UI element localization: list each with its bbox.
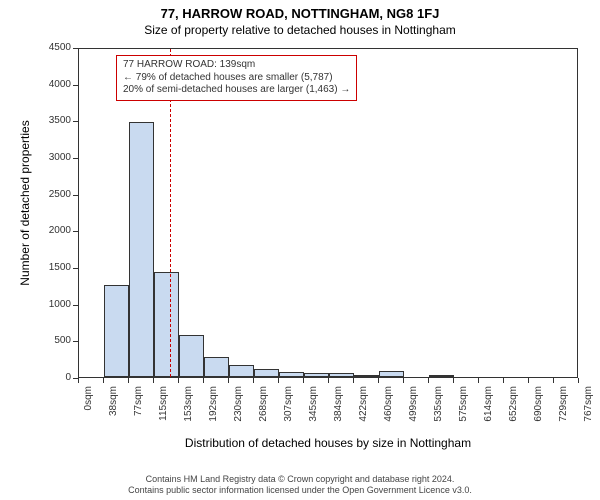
- x-tick-label: 192sqm: [208, 386, 219, 436]
- y-tick-label: 4500: [33, 42, 71, 53]
- footer-line: Contains HM Land Registry data © Crown c…: [0, 474, 600, 485]
- annotation-box: 77 HARROW ROAD: 139sqm← 79% of detached …: [116, 55, 357, 101]
- y-tick-label: 0: [33, 372, 71, 383]
- x-tick: [453, 378, 454, 383]
- y-tick-label: 4000: [33, 79, 71, 90]
- x-tick-label: 77sqm: [133, 386, 144, 436]
- x-tick: [78, 378, 79, 383]
- x-tick: [553, 378, 554, 383]
- footer-attribution: Contains HM Land Registry data © Crown c…: [0, 474, 600, 496]
- y-tick-label: 3000: [33, 152, 71, 163]
- chart-subtitle: Size of property relative to detached ho…: [0, 21, 600, 37]
- x-tick-label: 690sqm: [533, 386, 544, 436]
- x-tick-label: 614sqm: [483, 386, 494, 436]
- x-tick: [328, 378, 329, 383]
- y-axis-label: Number of detached properties: [18, 103, 32, 303]
- x-tick: [378, 378, 379, 383]
- histogram-bar: [279, 372, 304, 377]
- x-tick-label: 115sqm: [158, 386, 169, 436]
- x-tick-label: 307sqm: [283, 386, 294, 436]
- y-tick-label: 1000: [33, 299, 71, 310]
- x-tick-label: 153sqm: [183, 386, 194, 436]
- y-tick-label: 500: [33, 335, 71, 346]
- x-tick: [103, 378, 104, 383]
- x-tick-label: 575sqm: [458, 386, 469, 436]
- y-tick: [73, 121, 78, 122]
- y-tick: [73, 48, 78, 49]
- x-tick: [403, 378, 404, 383]
- x-tick-label: 460sqm: [383, 386, 394, 436]
- y-tick-label: 2500: [33, 189, 71, 200]
- x-tick: [228, 378, 229, 383]
- x-tick: [128, 378, 129, 383]
- x-tick-label: 345sqm: [308, 386, 319, 436]
- x-tick-label: 422sqm: [358, 386, 369, 436]
- x-tick-label: 384sqm: [333, 386, 344, 436]
- x-tick-label: 38sqm: [108, 386, 119, 436]
- y-tick: [73, 341, 78, 342]
- x-tick: [528, 378, 529, 383]
- y-tick: [73, 195, 78, 196]
- x-tick-label: 499sqm: [408, 386, 419, 436]
- y-tick: [73, 85, 78, 86]
- histogram-bar: [154, 272, 179, 377]
- x-tick-label: 535sqm: [433, 386, 444, 436]
- y-tick-label: 3500: [33, 115, 71, 126]
- annotation-line: 20% of semi-detached houses are larger (…: [123, 84, 350, 97]
- y-tick: [73, 231, 78, 232]
- chart-container: 77, HARROW ROAD, NOTTINGHAM, NG8 1FJ Siz…: [0, 0, 600, 500]
- x-tick: [353, 378, 354, 383]
- histogram-bar: [354, 375, 379, 377]
- histogram-bar: [204, 357, 229, 377]
- x-tick: [253, 378, 254, 383]
- y-tick-label: 1500: [33, 262, 71, 273]
- x-tick-label: 767sqm: [583, 386, 594, 436]
- x-tick-label: 230sqm: [233, 386, 244, 436]
- y-tick: [73, 268, 78, 269]
- y-tick: [73, 158, 78, 159]
- x-tick: [503, 378, 504, 383]
- x-tick: [303, 378, 304, 383]
- x-tick: [478, 378, 479, 383]
- x-tick: [278, 378, 279, 383]
- x-tick: [428, 378, 429, 383]
- y-tick: [73, 305, 78, 306]
- footer-line: Contains public sector information licen…: [0, 485, 600, 496]
- x-tick-label: 0sqm: [83, 386, 94, 436]
- x-tick: [178, 378, 179, 383]
- histogram-bar: [129, 122, 154, 377]
- x-tick-label: 729sqm: [558, 386, 569, 436]
- histogram-bar: [104, 285, 129, 377]
- histogram-bar: [229, 365, 254, 377]
- histogram-bar: [329, 373, 354, 377]
- histogram-bar: [179, 335, 204, 377]
- x-tick-label: 652sqm: [508, 386, 519, 436]
- histogram-bar: [379, 371, 404, 377]
- chart-title: 77, HARROW ROAD, NOTTINGHAM, NG8 1FJ: [0, 0, 600, 21]
- annotation-line: ← 79% of detached houses are smaller (5,…: [123, 72, 350, 85]
- histogram-bar: [254, 369, 279, 377]
- y-tick-label: 2000: [33, 225, 71, 236]
- x-tick: [578, 378, 579, 383]
- x-tick-label: 268sqm: [258, 386, 269, 436]
- x-tick: [203, 378, 204, 383]
- x-axis-label: Distribution of detached houses by size …: [78, 436, 578, 450]
- histogram-bar: [429, 375, 454, 377]
- x-tick: [153, 378, 154, 383]
- annotation-line: 77 HARROW ROAD: 139sqm: [123, 59, 350, 72]
- histogram-bar: [304, 373, 329, 377]
